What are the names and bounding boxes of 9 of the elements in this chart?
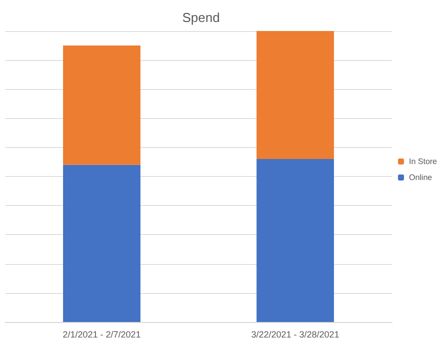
bar [256, 159, 334, 322]
bar [256, 31, 334, 160]
legend-label: Online [408, 173, 433, 182]
chart-title: Spend [182, 10, 220, 25]
bar [63, 164, 140, 322]
bar [63, 46, 140, 165]
x-tick-label: 3/22/2021 - 3/28/2021 [251, 330, 340, 339]
x-tick-label: 2/1/2021 - 2/7/2021 [62, 330, 141, 339]
legend-label: In Store [408, 157, 438, 166]
